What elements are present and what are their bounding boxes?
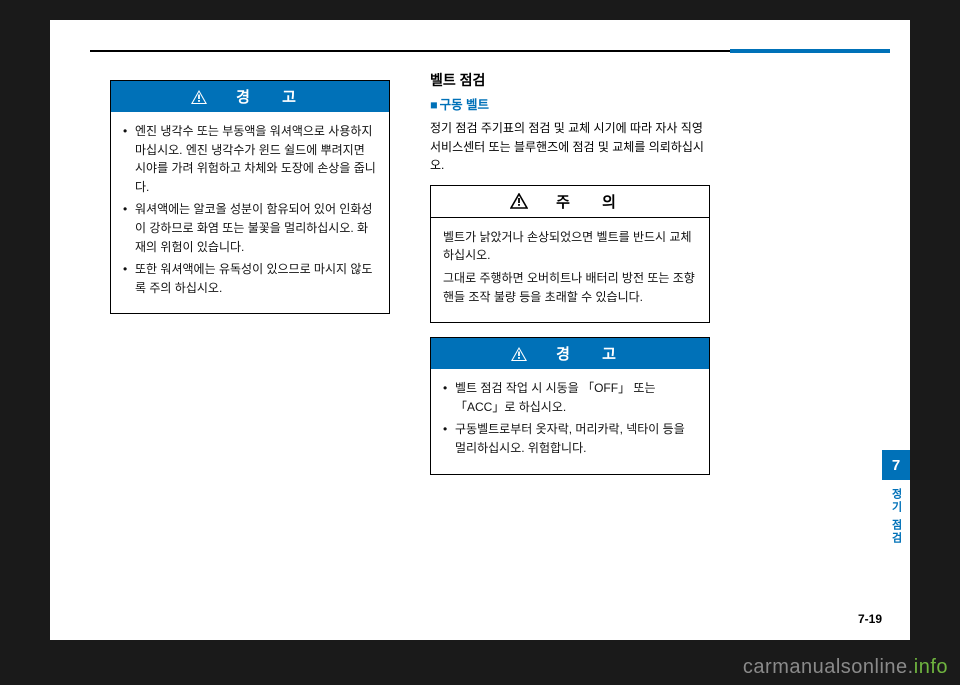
warning-body-right: 벨트 점검 작업 시 시동을 「OFF」 또는 「ACC」로 하십시오. 구동벨…: [431, 369, 709, 473]
warning-box-right: 경 고 벨트 점검 작업 시 시동을 「OFF」 또는 「ACC」로 하십시오.…: [430, 337, 710, 474]
manual-page: 경 고 엔진 냉각수 또는 부동액을 워셔액으로 사용하지 마십시오. 엔진 냉…: [50, 20, 910, 640]
chapter-tab: 7: [882, 450, 910, 480]
caution-header: 주 의: [431, 186, 709, 218]
intro-paragraph: 정기 점검 주기표의 점검 및 교체 시기에 따라 자사 직영 서비스센터 또는…: [430, 119, 710, 175]
chapter-number: 7: [892, 457, 900, 474]
caution-text-1: 벨트가 낡았거나 손상되었으면 벨트를 반드시 교체하십시오.: [443, 228, 697, 265]
page-number: 7-19: [858, 612, 882, 626]
caution-text-2: 그대로 주행하면 오버히트나 배터리 방전 또는 조향핸들 조작 불량 등을 초…: [443, 269, 697, 306]
warning-header-right: 경 고: [431, 338, 709, 369]
list-item: 구동벨트로부터 옷자락, 머리카락, 넥타이 등을 멀리하십시오. 위험합니다.: [443, 420, 697, 457]
watermark-text-1: carmanualsonline.: [743, 656, 914, 678]
watermark: carmanualsonline.info: [743, 656, 948, 679]
warning-box-left: 경 고 엔진 냉각수 또는 부동액을 워셔액으로 사용하지 마십시오. 엔진 냉…: [110, 80, 390, 314]
list-item: 엔진 냉각수 또는 부동액을 워셔액으로 사용하지 마십시오. 엔진 냉각수가 …: [123, 122, 377, 196]
list-item: 벨트 점검 작업 시 시동을 「OFF」 또는 「ACC」로 하십시오.: [443, 379, 697, 416]
chapter-label: 정기 점검: [888, 488, 904, 545]
warning-triangle-icon: [510, 346, 528, 362]
square-bullet-icon: ■: [430, 98, 438, 112]
caution-body: 벨트가 낡았거나 손상되었으면 벨트를 반드시 교체하십시오. 그대로 주행하면…: [431, 218, 709, 322]
list-item: 또한 워셔액에는 유독성이 있으므로 마시지 않도록 주의 하십시오.: [123, 260, 377, 297]
caution-header-text: 주 의: [556, 191, 630, 212]
watermark-text-2: info: [914, 656, 948, 678]
warning-header-right-text: 경 고: [556, 343, 630, 364]
warning-body-left: 엔진 냉각수 또는 부동액을 워셔액으로 사용하지 마십시오. 엔진 냉각수가 …: [111, 112, 389, 313]
list-item: 워셔액에는 알코올 성분이 함유되어 있어 인화성이 강하므로 화염 또는 불꽃…: [123, 200, 377, 256]
left-column: 경 고 엔진 냉각수 또는 부동액을 워셔액으로 사용하지 마십시오. 엔진 냉…: [110, 80, 390, 328]
section-subtitle: ■구동 벨트: [430, 94, 710, 113]
right-column: 벨트 점검 ■구동 벨트 정기 점검 주기표의 점검 및 교체 시기에 따라 자…: [430, 70, 710, 489]
subtitle-text: 구동 벨트: [440, 98, 489, 112]
section-title: 벨트 점검: [430, 70, 710, 90]
warning-header: 경 고: [111, 81, 389, 112]
top-rule: [90, 50, 890, 52]
warning-triangle-icon: [190, 89, 208, 105]
warning-header-text: 경 고: [236, 86, 310, 107]
caution-triangle-icon: [510, 193, 528, 209]
caution-box: 주 의 벨트가 낡았거나 손상되었으면 벨트를 반드시 교체하십시오. 그대로 …: [430, 185, 710, 323]
